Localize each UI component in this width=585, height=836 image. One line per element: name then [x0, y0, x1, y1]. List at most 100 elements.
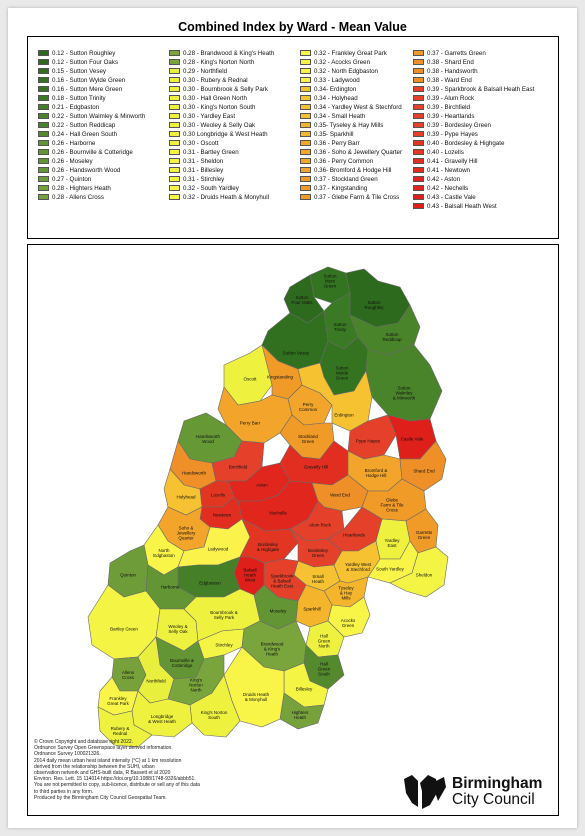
- ward-rubery: [97, 706, 153, 748]
- legend-item: 0.18 - Sutton Trinity: [38, 94, 145, 103]
- ward-label-moseley: Moseley: [270, 609, 288, 614]
- legend-label: 0.21 - Edgbaston: [52, 104, 100, 111]
- ward-sheldon: [389, 546, 449, 598]
- ward-label-sutton-reddicap: Sutton Reddicap: [382, 332, 402, 342]
- legend-label: 0.31 - Stirchley: [183, 176, 225, 183]
- ward-label-glebe-farm: Glebe Farm & Tile Cross: [380, 498, 404, 513]
- legend-swatch: [169, 158, 180, 165]
- legend-swatch: [169, 194, 180, 201]
- ward-label-bordesley-green: Bordesley Green: [308, 548, 329, 558]
- ward-label-sutton-vesey: Sutton Vesey: [283, 351, 310, 356]
- legend-label: 0.36 - Perry Common: [314, 158, 374, 165]
- legend-swatch: [38, 158, 49, 165]
- ward-label-sheldon: Sheldon: [416, 573, 433, 578]
- legend-item: 0.36- Bromford & Hodge Hill: [300, 166, 402, 175]
- legend-label: 0.36 - Perry Barr: [314, 140, 360, 147]
- legend-label: 0.32 - South Yardley: [183, 185, 239, 192]
- ward-label-holyhead: Holyhead: [176, 495, 196, 500]
- ward-label-sutton-wylde-green: Sutton Wylde Green: [335, 366, 349, 381]
- legend-item: 0.41 - Newtown: [413, 166, 534, 175]
- legend-label: 0.12 - Sutton Roughley: [52, 50, 116, 57]
- legend-item: 0.34 - Yardley West & Stechford: [300, 103, 402, 112]
- ward-label-stockland-green: Stockland Green: [298, 434, 318, 444]
- legend-label: 0.26 - Handsworth Wood: [52, 167, 121, 174]
- ward-label-sutton-roughley: Sutton Roughley: [364, 300, 384, 310]
- legend-swatch: [413, 203, 424, 210]
- ward-label-bournbrook: Bournbrook & Selly Park: [210, 610, 238, 620]
- legend-swatch: [169, 176, 180, 183]
- legend-label: 0.29 - Northfield: [183, 68, 228, 75]
- legend-label: 0.35- Sparkhill: [314, 131, 354, 138]
- legend-swatch: [413, 113, 424, 120]
- logo-subtitle: City Council: [452, 791, 535, 808]
- legend-label: 0.38 - Ward End: [427, 77, 472, 84]
- ward-label-kings-norton-south: King's Norton South: [201, 710, 228, 720]
- legend-label: 0.32 - Acocks Green: [314, 59, 371, 66]
- legend-item: 0.16 - Sutton Wylde Green: [38, 76, 145, 85]
- legend-swatch: [169, 104, 180, 111]
- legend-item: 0.26 - Bournville & Cotteridge: [38, 148, 145, 157]
- ward-label-balsall-heath-west: Balsall Heath West: [243, 568, 256, 583]
- legend-label: 0.15 - Sutton Vesey: [52, 68, 107, 75]
- ward-label-highters-heath: Highters Heath: [292, 710, 310, 720]
- legend-swatch: [38, 122, 49, 129]
- legend-column-2: 0.28 - Brandwood & King's Heath 0.28 - Ki…: [169, 49, 274, 202]
- legend-label: 0.30 - Oscott: [183, 140, 219, 147]
- legend-item: 0.33 - Ladywood: [300, 76, 402, 85]
- ward-label-shard-end: Shard End: [413, 469, 435, 474]
- ward-kings-norton-south: [189, 674, 241, 738]
- legend-swatch: [169, 50, 180, 57]
- legend-item: 0.30 - Hall Green North: [169, 94, 274, 103]
- map-title: Combined Index by Ward - Mean Value: [178, 20, 407, 34]
- legend-item: 0.37 - Stockland Green: [300, 175, 402, 184]
- credit-line: Produced by the Birmingham City Council …: [34, 794, 167, 801]
- ward-label-newtown: Newtown: [213, 513, 232, 518]
- legend-label: 0.43 - Castle Vale: [427, 194, 476, 201]
- ward-label-bournville: Bournville & Cotteridge: [170, 658, 194, 668]
- legend-label: 0.30 - Yardley East: [183, 113, 236, 120]
- ward-label-longbridge: Longbridge & West Heath: [148, 714, 176, 724]
- credit-line: You are not permitted to copy, sub-licen…: [34, 782, 200, 789]
- legend-item: 0.31 - Stirchley: [169, 175, 274, 184]
- legend-swatch: [38, 77, 49, 84]
- legend-label: 0.16 - Sutton Mere Green: [52, 86, 123, 93]
- ward-label-heartlands: Heartlands: [343, 533, 366, 538]
- legend-swatch: [169, 95, 180, 102]
- legend-label: 0.27 - Quinton: [52, 176, 92, 183]
- ward-label-soho: Soho & Jewellery Quarter: [177, 526, 197, 541]
- legend-label: 0.30 - Hall Green North: [183, 95, 247, 102]
- legend-swatch: [169, 149, 180, 156]
- legend-swatch: [300, 185, 311, 192]
- legend-swatch: [169, 113, 180, 120]
- legend-item: 0.32 - South Yardley: [169, 184, 274, 193]
- legend-item: 0.42 - Aston: [413, 175, 534, 184]
- legend-item: 0.12 - Sutton Roughley: [38, 49, 145, 58]
- legend-swatch: [300, 95, 311, 102]
- legend-swatch: [169, 77, 180, 84]
- legend-swatch: [169, 140, 180, 147]
- legend-label: 0.32 - Frankley Great Park: [314, 50, 387, 57]
- ward-label-south-yardley: South Yardley: [376, 567, 405, 572]
- legend-label: 0.18 - Sutton Trinity: [52, 95, 106, 102]
- legend-label: 0.39 - Sparkbrook & Balsall Heath East: [427, 86, 535, 93]
- legend-item: 0.43 - Castle Vale: [413, 193, 534, 202]
- legend-item: 0.35- Sparkhill: [300, 130, 402, 139]
- legend-label: 0.43 - Balsall Heath West: [427, 203, 497, 210]
- ward-label-harborne: Harborne: [161, 585, 180, 590]
- credit-line: to third parties in any form.: [34, 788, 94, 795]
- legend-label: 0.41 - Gravelly Hill: [427, 158, 478, 165]
- legend-item: 0.30 - Oscott: [169, 139, 274, 148]
- legend-item: 0.34 - Holyhead: [300, 94, 402, 103]
- legend-swatch: [413, 77, 424, 84]
- legend: 0.12 - Sutton Roughley 0.12 - Sutton Four…: [27, 36, 559, 239]
- legend-swatch: [169, 59, 180, 66]
- legend-label: 0.12 - Sutton Four Oaks: [52, 59, 119, 66]
- ward-label-acocks-green: Acocks Green: [341, 618, 356, 628]
- legend-label: 0.39 - Birchfield: [427, 104, 470, 111]
- legend-label: 0.16 - Sutton Wylde Green: [52, 77, 126, 84]
- legend-label: 0.34- Erdington: [314, 86, 357, 93]
- legend-item: 0.34- Erdington: [300, 85, 402, 94]
- legend-label: 0.39 - Bordesley Green: [427, 122, 491, 129]
- legend-swatch: [169, 86, 180, 93]
- legend-item: 0.15 - Sutton Vesey: [38, 67, 145, 76]
